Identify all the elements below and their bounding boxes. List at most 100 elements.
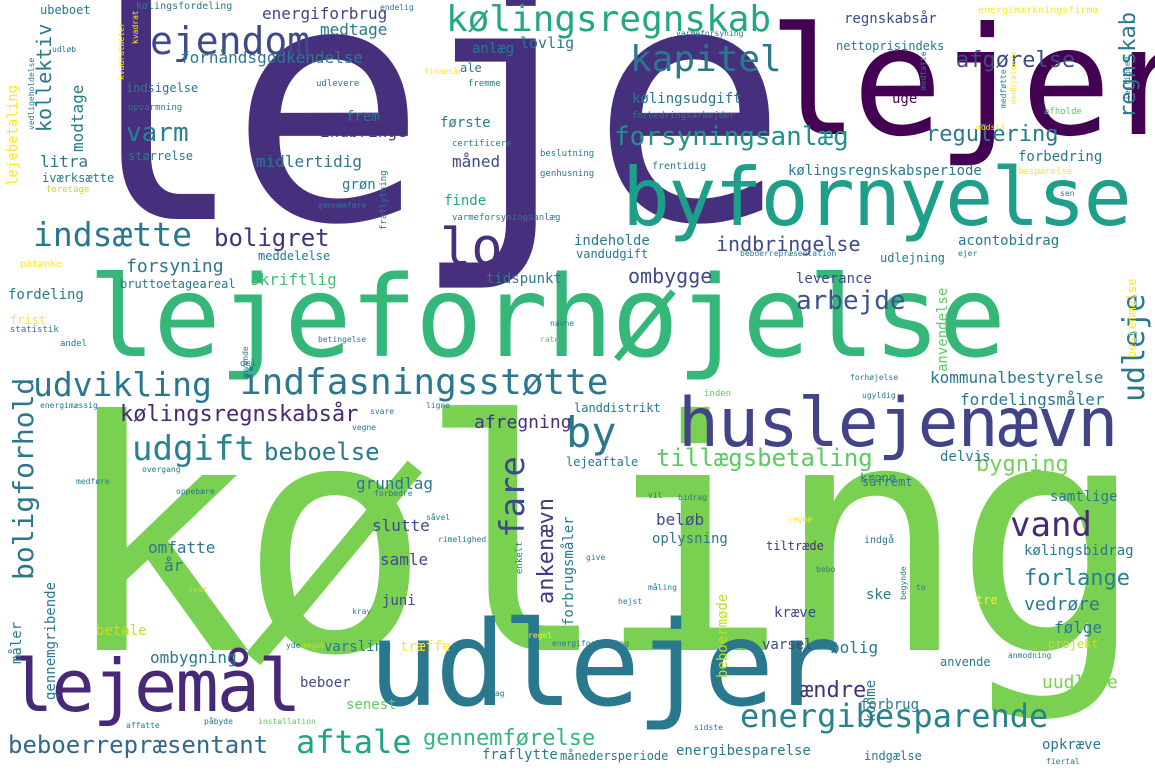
word-vil: vil (648, 491, 663, 500)
word-fordeling: fordeling (8, 287, 84, 303)
word-inden: inden (704, 389, 732, 399)
word-yde: yde (286, 641, 301, 650)
word-beboerrepraesentation: beboerrepræsentation (740, 249, 837, 258)
word-maned: måned (452, 152, 501, 171)
word-grundlag: grundlag (356, 474, 434, 493)
word-indeholde: indeholde (574, 233, 650, 249)
word-forbrugsmaler: forbrugsmåler (561, 516, 577, 626)
word-uge: uge (892, 91, 918, 107)
word-fraflytning: fraflytning (379, 170, 389, 230)
word-landdistrikt: landdistrikt (574, 401, 661, 415)
word-betale: betale (96, 623, 147, 639)
word-medfore: medføre (76, 477, 110, 486)
word-indfasningsstotte: indfasningsstøtte (240, 362, 609, 403)
word-sag: sag (490, 689, 505, 698)
word-lovlig: lovlig (520, 34, 575, 52)
word-varsel: varsel (762, 637, 813, 653)
word-andel: andel (60, 339, 88, 349)
word-indsaette: indsætte (33, 215, 192, 254)
word-projekt: projekt (1048, 637, 1099, 651)
word-ombygning: ombygning (150, 648, 237, 667)
word-regne: regne (788, 515, 813, 524)
word-boligforhold: boligforhold (7, 377, 40, 580)
word-lejeaftale: lejeaftale (566, 455, 639, 469)
word-koling: køling (60, 354, 1146, 726)
word-enkelt: enkelt (515, 541, 525, 574)
word-frem: frem (346, 109, 380, 125)
word-aftale: aftale (296, 723, 412, 761)
word-beboer: beboer (300, 675, 351, 691)
word-forbedring: forbedring (1018, 149, 1103, 165)
word-boligret: boligret (214, 224, 330, 252)
word-vedrore: vedrøre (1024, 594, 1100, 615)
word-acontobidrag: acontobidrag (958, 233, 1060, 249)
word-ske: ske (866, 587, 892, 603)
word-forste: første (440, 115, 491, 131)
word-affatte: affatte (126, 721, 160, 730)
word-kolingsregnskabsperiode: kølingsregnskabsperiode (788, 163, 982, 179)
word-krone: krone (860, 471, 897, 485)
word-ligne: ligne (426, 401, 451, 410)
word-beboermode: beboermøde (715, 593, 731, 678)
word-anlaeg: anlæg (472, 41, 515, 57)
word-tidspunkt: tidspunkt (486, 271, 562, 287)
word-lejemal: lejemål (10, 644, 301, 728)
word-gennemgribende: gennemgribende (43, 581, 59, 700)
word-fraflytte: fraflytte (482, 747, 558, 763)
word-forsyning: forsyning (126, 256, 224, 277)
word-fiertal: fiertal (1046, 757, 1080, 766)
word-midlertidig: midlertidig (256, 152, 362, 171)
word-huslejenaevn: huslejenævn (678, 384, 1118, 463)
word-energimaerkningsfirma: energimærkningsfirma (978, 5, 1099, 16)
word-udlejning: udlejning (880, 251, 946, 265)
word-afholde: afholde (1044, 107, 1082, 117)
word-maler: måler (9, 621, 25, 664)
word-hejst: hejst (618, 597, 643, 606)
word-litra: litra (40, 152, 89, 171)
word-sen: sen (1060, 189, 1075, 198)
word-inda: indgå (864, 535, 895, 546)
word-anvende: anvende (940, 655, 991, 669)
word-udlejer: udlejer (368, 595, 841, 733)
word-certificere: certificere (452, 139, 512, 149)
word-storrelse: størrelse (128, 149, 194, 163)
word-vegne: vegne (352, 423, 377, 432)
word-energibesparelse: energibesparelse (676, 743, 811, 759)
word-anvendelse: anvendelse (935, 287, 951, 372)
word-installation: installation (258, 717, 316, 726)
word-besparelse: besparelse (1018, 167, 1073, 177)
word-savel: såvel (426, 513, 451, 522)
word-pabyde: påbyde (204, 717, 233, 726)
word-energibesparende: energibesparende (740, 697, 1049, 735)
word-kvadratmeter: kvadratmeter (117, 22, 126, 80)
word-belob: beløb (656, 510, 705, 529)
word-genhusning: genhusning (540, 169, 595, 179)
word-udlob: udløb (52, 45, 77, 54)
word-nettoprisindeks: nettoprisindeks (836, 39, 945, 53)
word-safremt: såfremt (862, 475, 913, 489)
word-kraeve: kræve (774, 605, 817, 621)
word-ombygge: ombygge (628, 264, 713, 288)
word-kolingsregnskab: kølingsregnskab (446, 0, 772, 40)
word-vand: vand (1010, 505, 1092, 545)
word-lejeforhojelse: lejeforhøjelse (88, 253, 1006, 383)
word-traeffe: træffe (400, 639, 451, 655)
word-byfornyelse: byfornyelse (622, 151, 1132, 244)
word-oppebaere: oppebære (176, 487, 215, 496)
word-energimaessig: energimæssig (40, 401, 98, 410)
word-indsigelse: indsigelse (126, 81, 199, 95)
word-forbrug: forbrug (860, 697, 920, 713)
word-kapitel: kapitel (630, 39, 782, 80)
word-kollektiv: kollektiv (32, 23, 56, 132)
word-afregning: afregning (474, 412, 572, 433)
word-aendre: ændre (800, 678, 867, 703)
word-indgaelse: indgælse (864, 749, 922, 763)
word-vedligeholdelse: vedligeholdelse (27, 57, 36, 130)
word-endelig: endelig (380, 3, 414, 12)
word-meddelelse: meddelelse (258, 249, 331, 263)
word-give: give (586, 553, 606, 562)
word-del: del (240, 359, 257, 369)
word-overgang: overgang (142, 465, 181, 474)
word-ubeboet: ubeboet (40, 3, 91, 17)
